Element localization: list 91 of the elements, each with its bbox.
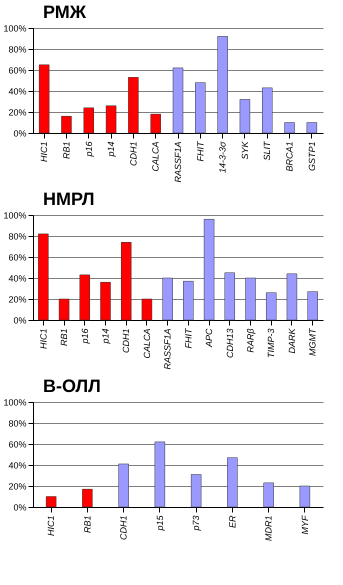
x-tick-label: RARβ xyxy=(246,328,256,353)
bar xyxy=(262,88,272,134)
x-tick-label: SLIT xyxy=(262,140,272,161)
x-tick-label: CALCA xyxy=(150,142,161,172)
bar xyxy=(263,482,274,508)
x-tick-label: APC xyxy=(204,328,214,348)
x-tick-label: ER xyxy=(227,515,238,528)
bar xyxy=(224,272,236,320)
bar xyxy=(46,496,56,508)
x-tick-label: p73 xyxy=(191,516,202,532)
bar xyxy=(227,457,238,508)
bar xyxy=(128,77,139,134)
bar xyxy=(61,116,72,134)
bar xyxy=(217,36,228,134)
y-tick-label: 20% xyxy=(8,294,26,304)
x-tick-label: GSTP1 xyxy=(306,142,317,172)
chart-title: РМЖ xyxy=(42,2,87,22)
bar xyxy=(284,122,295,134)
x-tick-label: FHIT xyxy=(183,327,194,348)
x-tick-label: p14 xyxy=(106,142,116,158)
x-tick-label: RASSF1A xyxy=(173,142,183,183)
y-tick-label: 40% xyxy=(8,274,26,284)
bar xyxy=(190,474,202,508)
bar xyxy=(100,282,111,320)
x-tick-label: CDH1 xyxy=(128,142,138,166)
x-tick-label: p15 xyxy=(154,514,165,532)
x-tick-label: CALCA xyxy=(142,328,152,359)
bar xyxy=(183,280,194,320)
x-tick-label: HIC1 xyxy=(38,328,48,350)
bar xyxy=(240,99,250,134)
bar xyxy=(120,242,132,320)
bar xyxy=(84,108,94,134)
y-tick-label: 0% xyxy=(13,128,26,138)
chart-title: НМРЛ xyxy=(42,189,94,209)
x-tick-label: BRCA1 xyxy=(284,142,295,172)
x-tick-label: HIC1 xyxy=(39,142,50,162)
bar xyxy=(162,278,173,320)
x-tick-label: RB1 xyxy=(61,142,72,160)
bar xyxy=(154,442,166,508)
bar xyxy=(204,218,214,320)
bar xyxy=(38,64,50,134)
y-tick-label: 20% xyxy=(8,482,26,492)
y-tick-label: 100% xyxy=(3,398,26,408)
y-tick-label: 100% xyxy=(3,210,26,220)
x-tick-label: p16 xyxy=(84,142,94,158)
y-tick-label: 20% xyxy=(8,108,26,118)
bar xyxy=(80,274,90,320)
y-tick-label: 0% xyxy=(13,502,26,512)
bar xyxy=(172,68,184,134)
y-tick-label: 60% xyxy=(8,440,26,450)
y-tick-label: 80% xyxy=(8,418,26,428)
x-tick-label: MDR1 xyxy=(264,516,274,542)
bar xyxy=(286,274,298,320)
y-tick-label: 0% xyxy=(13,316,26,326)
x-tick-label: RB1 xyxy=(59,328,70,346)
x-tick-label: HIC1 xyxy=(46,516,56,536)
y-tick-label: 80% xyxy=(8,44,26,54)
bar xyxy=(300,486,310,508)
bar xyxy=(266,292,276,320)
x-tick-label: MGMT xyxy=(308,327,318,356)
y-tick-label: 100% xyxy=(3,24,26,34)
x-tick-label: p14 xyxy=(100,328,110,345)
bar xyxy=(106,105,116,134)
chart-title: В-ОЛЛ xyxy=(42,376,101,396)
x-tick-label: CDH13 xyxy=(224,328,235,358)
x-tick-label: MYF xyxy=(300,515,310,534)
x-tick-label: CDH1 xyxy=(121,328,132,354)
x-tick-label: TIMP-3 xyxy=(266,328,276,358)
bar xyxy=(118,464,129,508)
y-tick-label: 40% xyxy=(8,460,26,470)
x-tick-label: CDH1 xyxy=(118,516,129,540)
bar xyxy=(142,298,152,320)
bar xyxy=(150,114,161,134)
y-tick-label: 40% xyxy=(8,86,26,96)
bar xyxy=(82,488,93,508)
x-tick-label: RASSF1A xyxy=(162,328,173,370)
bar xyxy=(58,298,70,320)
x-tick-label: SYK xyxy=(240,140,250,160)
x-tick-label: FHIT xyxy=(195,140,206,162)
bar xyxy=(38,234,49,320)
x-tick-label: p16 xyxy=(80,328,90,345)
bar xyxy=(245,278,256,320)
bar xyxy=(307,291,318,320)
y-tick-label: 60% xyxy=(8,66,26,76)
y-tick-label: 60% xyxy=(8,252,26,262)
x-tick-label: 14-3-3σ xyxy=(218,140,228,173)
bar xyxy=(306,122,318,134)
y-tick-label: 80% xyxy=(8,232,26,242)
x-tick-label: RB1 xyxy=(82,516,92,534)
bar xyxy=(195,82,206,134)
x-tick-label: DARK xyxy=(286,328,297,354)
